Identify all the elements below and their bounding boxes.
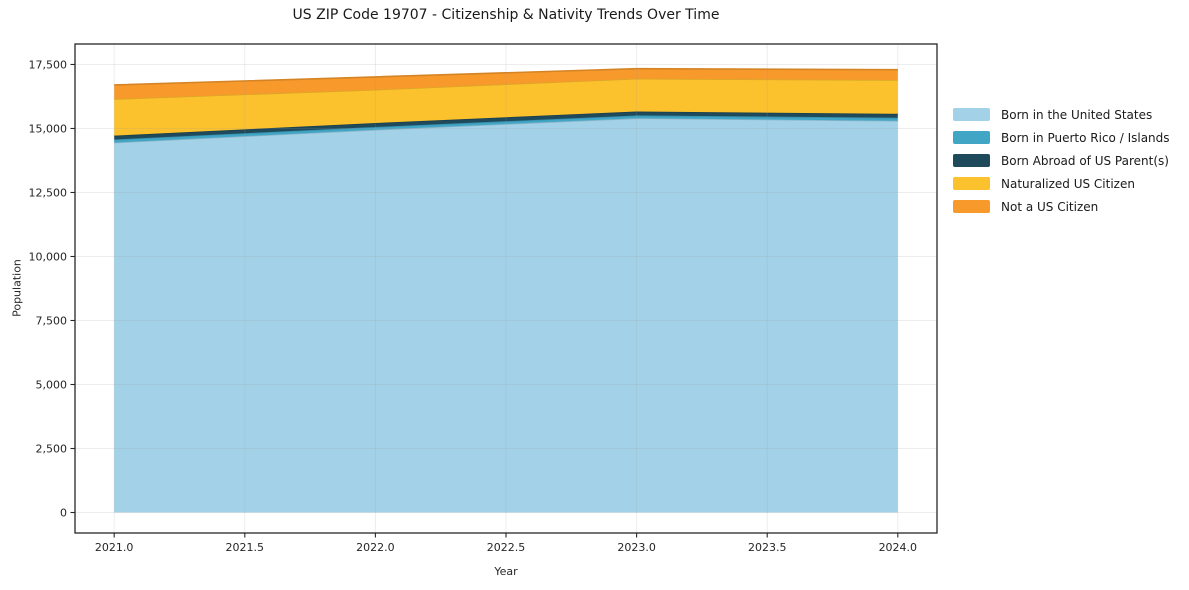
y-tick-label: 12,500 xyxy=(29,186,68,199)
legend-item: Born in the United States xyxy=(953,103,1170,126)
legend-item: Not a US Citizen xyxy=(953,195,1170,218)
legend-item: Born in Puerto Rico / Islands xyxy=(953,126,1170,149)
y-tick-label: 0 xyxy=(60,507,67,520)
chart-title: US ZIP Code 19707 - Citizenship & Nativi… xyxy=(292,7,720,23)
area-series-3 xyxy=(114,111,898,140)
y-tick-label: 15,000 xyxy=(29,122,68,135)
area-series-1 xyxy=(114,118,898,513)
legend-label: Not a US Citizen xyxy=(1001,199,1099,214)
x-tick-label: 2023.5 xyxy=(748,541,787,554)
y-tick-label: 10,000 xyxy=(29,250,68,263)
area-series-2 xyxy=(114,115,898,143)
legend-item: Naturalized US Citizen xyxy=(953,172,1170,195)
x-tick-label: 2024.0 xyxy=(879,541,918,554)
x-axis-label: Year xyxy=(494,565,518,578)
y-tick-label: 2,500 xyxy=(36,443,68,456)
y-tick-label: 7,500 xyxy=(36,315,68,328)
area-series-4 xyxy=(114,78,898,136)
x-tick-label: 2022.5 xyxy=(487,541,526,554)
legend-swatch xyxy=(953,108,990,121)
y-tick-label: 17,500 xyxy=(29,58,68,71)
legend-label: Born in Puerto Rico / Islands xyxy=(1001,130,1170,145)
y-tick-label: 5,000 xyxy=(36,379,68,392)
x-tick-label: 2021.0 xyxy=(95,541,134,554)
area-series-5 xyxy=(114,68,898,100)
legend-item: Born Abroad of US Parent(s) xyxy=(953,149,1170,172)
legend-label: Born in the United States xyxy=(1001,107,1153,122)
legend-label: Born Abroad of US Parent(s) xyxy=(1001,153,1169,168)
legend-label: Naturalized US Citizen xyxy=(1001,176,1135,191)
legend: Born in the United States Born in Puerto … xyxy=(953,103,1170,218)
legend-swatch xyxy=(953,154,990,167)
x-tick-label: 2023.0 xyxy=(617,541,656,554)
legend-swatch xyxy=(953,131,990,144)
legend-swatch xyxy=(953,177,990,190)
x-tick-label: 2022.0 xyxy=(356,541,395,554)
area-edge-5 xyxy=(114,67,898,86)
x-tick-label: 2021.5 xyxy=(226,541,265,554)
legend-swatch xyxy=(953,200,990,213)
